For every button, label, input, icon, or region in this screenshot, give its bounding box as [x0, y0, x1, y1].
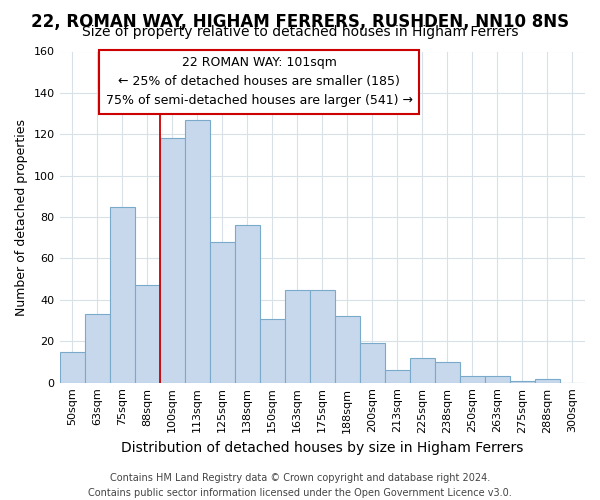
Bar	[85, 314, 110, 382]
Bar	[535, 378, 560, 382]
Bar	[460, 376, 485, 382]
Text: 22 ROMAN WAY: 101sqm
← 25% of detached houses are smaller (185)
75% of semi-deta: 22 ROMAN WAY: 101sqm ← 25% of detached h…	[106, 56, 413, 108]
X-axis label: Distribution of detached houses by size in Higham Ferrers: Distribution of detached houses by size …	[121, 441, 523, 455]
Bar	[485, 376, 510, 382]
Bar	[385, 370, 410, 382]
Bar	[160, 138, 185, 382]
Text: Contains HM Land Registry data © Crown copyright and database right 2024.
Contai: Contains HM Land Registry data © Crown c…	[88, 472, 512, 498]
Bar	[310, 290, 335, 382]
Bar	[335, 316, 360, 382]
Bar	[209, 242, 235, 382]
Bar	[110, 206, 134, 382]
Bar	[59, 352, 85, 382]
Bar	[435, 362, 460, 382]
Bar	[134, 286, 160, 382]
Y-axis label: Number of detached properties: Number of detached properties	[15, 118, 28, 316]
Text: Size of property relative to detached houses in Higham Ferrers: Size of property relative to detached ho…	[82, 25, 518, 39]
Bar	[410, 358, 435, 382]
Bar	[260, 318, 285, 382]
Text: 22, ROMAN WAY, HIGHAM FERRERS, RUSHDEN, NN10 8NS: 22, ROMAN WAY, HIGHAM FERRERS, RUSHDEN, …	[31, 12, 569, 30]
Bar	[510, 380, 535, 382]
Bar	[285, 290, 310, 382]
Bar	[235, 226, 260, 382]
Bar	[185, 120, 209, 382]
Bar	[360, 344, 385, 382]
